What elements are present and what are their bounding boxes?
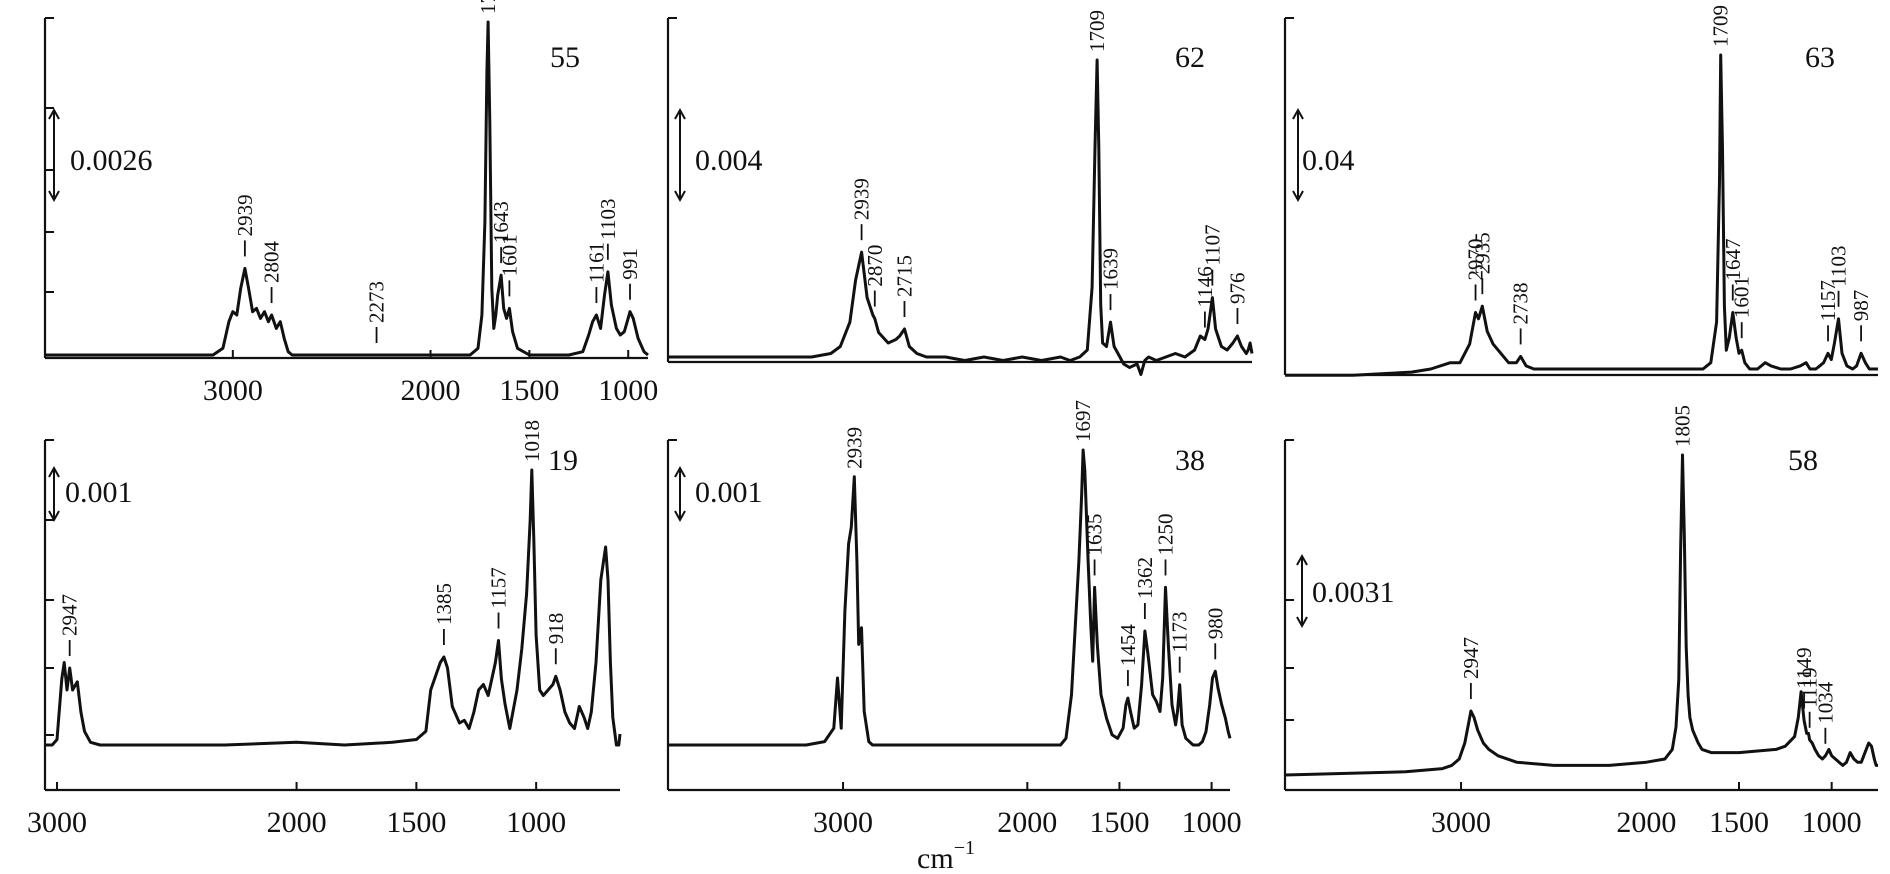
scale-bar-label: 0.001: [695, 476, 763, 509]
peak-label: 1103: [596, 199, 620, 240]
peak-label: 2870: [863, 245, 887, 287]
scale-bar-label: 0.001: [65, 476, 133, 509]
scale-arrow-up-icon: [1296, 553, 1308, 566]
x-tick-label: 1000: [1182, 806, 1242, 839]
peak-label: 2947: [58, 594, 82, 636]
scale-arrow-down-icon: [674, 510, 686, 523]
scale-bar-label: 0.0031: [1312, 576, 1395, 609]
x-tick-label: 1500: [1709, 806, 1769, 839]
peak-label: 2939: [842, 427, 866, 469]
peak-label: 2939: [850, 178, 874, 220]
x-tick-label: 1000: [598, 374, 658, 407]
x-tick-label: 3000: [27, 806, 87, 839]
peak-label: 1362: [1133, 557, 1157, 599]
peak-label: 2935: [1470, 232, 1494, 274]
scale-arrow-down-icon: [674, 190, 686, 203]
panel-number: 58: [1788, 444, 1818, 477]
peak-label: 1697: [1071, 400, 1095, 442]
x-tick-label: 3000: [813, 806, 873, 839]
peak-label: 2273: [365, 281, 389, 323]
spectrum-panel-38: 3000 2000 1500 1000 2939 1697 1635 1454 13621250…: [666, 400, 1242, 839]
peak-label: 2970: [1464, 238, 1488, 280]
spectrum-line: [668, 448, 1232, 747]
peak-label: 1146: [1193, 266, 1217, 307]
scale-bar-label: 0.004: [695, 144, 763, 177]
peak-label: 1647: [1721, 238, 1745, 280]
scale-arrow-down-icon: [1296, 616, 1308, 629]
x-tick-label: 1500: [386, 806, 446, 839]
spectrum-line: [1285, 53, 1878, 377]
panel-number: 38: [1175, 444, 1205, 477]
peak-label: 2715: [892, 255, 916, 297]
peak-label: 2738: [1509, 282, 1533, 324]
scale-arrow-up-icon: [1292, 107, 1304, 120]
scale-arrow-down-icon: [1292, 190, 1304, 203]
peak-label: 1149: [1792, 647, 1816, 688]
spectrum-panel-19: 3000 2000 1500 1000 2947 1385 1157 1018 918 19 0.0…: [27, 420, 622, 839]
peak-label: 1161: [584, 242, 608, 283]
x-tick-label: 2000: [267, 806, 327, 839]
x-tick-label: 1000: [1802, 806, 1862, 839]
spectrum-line: [45, 20, 649, 357]
peak-label: 2804: [260, 241, 284, 284]
peak-label: 1034: [1813, 681, 1837, 724]
peak-label: 1119: [1798, 667, 1822, 707]
panel-number: 19: [548, 444, 578, 477]
spectrum-line: [1284, 453, 1878, 777]
panel-number: 55: [550, 41, 580, 74]
peak-label: 1709: [476, 0, 500, 14]
peak-label: 1157: [1816, 280, 1840, 321]
peak-label: 1709: [1709, 5, 1733, 47]
scale-bar-label: 0.0026: [70, 144, 153, 177]
x-tick-label: 3000: [203, 374, 263, 407]
spectrum-line: [45, 468, 622, 747]
peak-label: 987: [1849, 290, 1873, 322]
x-tick-label: 2000: [401, 374, 461, 407]
peak-label: 1107: [1200, 224, 1224, 265]
peak-label: 1103: [1827, 246, 1851, 287]
x-tick-label: 2000: [1616, 806, 1676, 839]
peak-label: 1601: [497, 234, 521, 276]
peak-label: 1157: [487, 567, 511, 608]
peak-label: 2947: [1459, 637, 1483, 679]
peak-label: 2939: [233, 194, 257, 236]
peak-label: 976: [1225, 273, 1249, 305]
scale-arrow-up-icon: [48, 465, 60, 478]
x-tick-label: 1500: [499, 374, 559, 407]
peak-label: 1018: [520, 420, 544, 462]
peak-label: 1643: [489, 201, 513, 243]
peak-label: 1805: [1670, 405, 1694, 447]
peak-label: 991: [618, 248, 642, 280]
peak-label: 1173: [1168, 611, 1192, 652]
panel-number: 62: [1175, 41, 1205, 74]
peak-label: 1385: [432, 583, 456, 625]
scale-arrow-up-icon: [674, 107, 686, 120]
scale-arrow-down-icon: [48, 510, 60, 523]
scale-arrow-down-icon: [48, 190, 60, 203]
x-tick-label: 3000: [1431, 806, 1491, 839]
x-axis-unit: cm−1: [917, 837, 975, 874]
spectrum-line: [668, 58, 1254, 376]
peak-label: 1635: [1083, 513, 1107, 555]
peak-label: 1601: [1730, 276, 1754, 318]
scale-arrow-up-icon: [674, 465, 686, 478]
peak-label: 1709: [1085, 10, 1109, 52]
x-tick-label: 1500: [1089, 806, 1149, 839]
peak-label: 1454: [1116, 624, 1140, 667]
peak-label: 980: [1203, 608, 1227, 640]
x-tick-label: 2000: [997, 806, 1057, 839]
x-tick-label: 1000: [506, 806, 566, 839]
peak-label: 1639: [1098, 248, 1122, 290]
peak-label: 1250: [1154, 513, 1178, 555]
peak-label: 918: [544, 613, 568, 645]
scale-bar-label: 0.04: [1302, 144, 1355, 177]
scale-arrow-up-icon: [48, 107, 60, 120]
panel-number: 63: [1805, 41, 1835, 74]
